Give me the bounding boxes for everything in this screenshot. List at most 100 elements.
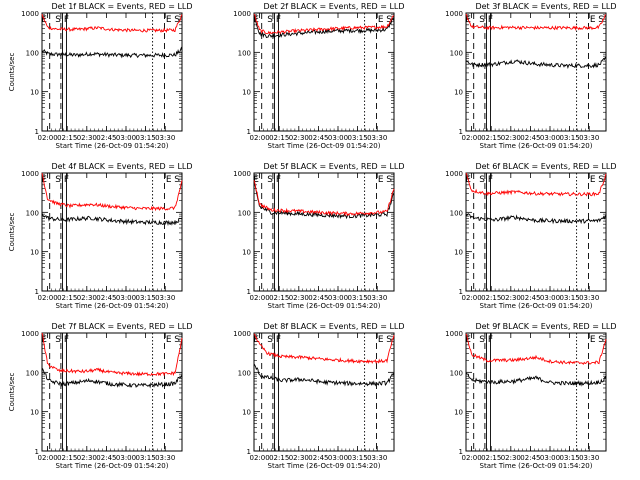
x-tick-label: 03:15 xyxy=(348,134,368,142)
x-tick-label: 02:45 xyxy=(308,134,328,142)
x-tick-label: 03:15 xyxy=(560,134,580,142)
x-tick-label: 03:00 xyxy=(328,134,348,142)
time-marker-label: S xyxy=(479,335,485,345)
x-tick-label: 02:15 xyxy=(269,454,289,462)
x-axis-label: Start Time (26-Oct-09 01:54:20) xyxy=(56,302,169,310)
x-tick-label: 02:45 xyxy=(520,454,540,462)
x-tick-label: 02:15 xyxy=(269,134,289,142)
time-marker-label: S xyxy=(174,175,180,185)
y-tick-label: 1000 xyxy=(445,10,463,18)
plot-frame xyxy=(253,332,395,452)
x-tick-label: 02:00 xyxy=(38,454,58,462)
panel-det-1: Det 1f BLACK = Events, RED = LLD 1 10 100 10… xyxy=(8,2,193,150)
y-tick-label: 10 xyxy=(454,89,463,97)
time-marker-label: F xyxy=(488,175,493,185)
panel-title: Det 6f BLACK = Events, RED = LLD xyxy=(475,162,616,171)
series-events-line xyxy=(253,363,395,387)
time-marker-label: S xyxy=(479,15,485,25)
time-marker-label: E xyxy=(253,335,259,345)
plot-frame xyxy=(41,172,183,292)
x-tick-label: 03:15 xyxy=(348,454,368,462)
x-axis-label: Start Time (26-Oct-09 01:54:20) xyxy=(480,302,593,310)
panel-det-8: Det 8f BLACK = Events, RED = LLD 1 10 100 10… xyxy=(233,322,404,470)
plot-frame xyxy=(253,12,395,132)
x-tick-label: 02:00 xyxy=(38,294,58,302)
x-tick-label: 03:30 xyxy=(579,294,599,302)
x-tick-label: 02:00 xyxy=(250,294,270,302)
time-marker-label: E xyxy=(378,15,384,25)
x-tick-label: 02:30 xyxy=(501,134,521,142)
x-tick-label: 03:30 xyxy=(155,454,175,462)
series-events-line xyxy=(465,213,607,225)
y-tick-label: 1 xyxy=(459,288,463,296)
series-events-line xyxy=(41,46,183,59)
time-marker-label: F xyxy=(64,175,69,185)
time-marker-label: S xyxy=(386,175,392,185)
time-marker-label: S xyxy=(598,175,604,185)
panel-det-5: Det 5f BLACK = Events, RED = LLD 1 10 100 10… xyxy=(233,162,404,310)
y-tick-label: 10 xyxy=(454,249,463,257)
y-tick-label: 100 xyxy=(450,209,463,217)
series-events-line xyxy=(41,368,183,389)
x-tick-label: 02:15 xyxy=(481,134,501,142)
y-tick-label: 1000 xyxy=(21,170,39,178)
time-marker-label: S xyxy=(174,335,180,345)
panel-title: Det 3f BLACK = Events, RED = LLD xyxy=(475,2,616,11)
time-marker-label: S xyxy=(267,15,273,25)
time-marker-label: S xyxy=(598,335,604,345)
time-marker-label: E xyxy=(41,175,47,185)
panel-det-7: Det 7f BLACK = Events, RED = LLD 1 10 100 10… xyxy=(8,322,193,470)
series-events-line xyxy=(465,57,606,69)
time-marker-label: S xyxy=(386,15,392,25)
plot-frame xyxy=(465,172,607,292)
x-tick-label: 02:45 xyxy=(520,134,540,142)
series-lld-line xyxy=(465,333,607,365)
x-tick-label: 03:30 xyxy=(155,134,175,142)
time-marker-label: E xyxy=(590,335,596,345)
x-tick-label: 03:00 xyxy=(540,454,560,462)
y-tick-label: 1 xyxy=(35,288,39,296)
y-tick-label: 10 xyxy=(454,409,463,417)
y-tick-label: 100 xyxy=(238,369,251,377)
time-marker-label: E xyxy=(166,335,172,345)
x-tick-label: 02:00 xyxy=(462,454,482,462)
x-tick-label: 02:15 xyxy=(269,294,289,302)
y-tick-label: 100 xyxy=(26,49,39,57)
y-tick-label: 1 xyxy=(247,288,251,296)
x-tick-label: 02:30 xyxy=(77,454,97,462)
series-events-line xyxy=(41,212,183,226)
x-tick-label: 02:15 xyxy=(57,134,77,142)
x-tick-label: 03:30 xyxy=(367,294,387,302)
plot-frame xyxy=(465,332,607,452)
panel-det-2: Det 2f BLACK = Events, RED = LLD 1 10 100 10… xyxy=(233,2,404,150)
time-marker-label: E xyxy=(590,15,596,25)
y-axis-label: Counts/sec xyxy=(8,373,16,412)
time-marker-label: E xyxy=(166,175,172,185)
y-tick-label: 10 xyxy=(30,249,39,257)
x-tick-label: 02:15 xyxy=(481,454,501,462)
x-tick-label: 02:45 xyxy=(308,454,328,462)
plot-frame xyxy=(41,12,183,132)
y-tick-label: 100 xyxy=(450,49,463,57)
x-tick-label: 02:45 xyxy=(520,294,540,302)
x-tick-label: 03:15 xyxy=(348,294,368,302)
x-tick-label: 03:00 xyxy=(116,134,136,142)
y-tick-label: 1000 xyxy=(233,170,251,178)
x-tick-label: 02:30 xyxy=(77,134,97,142)
x-tick-label: 02:45 xyxy=(96,134,116,142)
series-lld-line xyxy=(41,173,183,212)
x-tick-label: 03:15 xyxy=(560,454,580,462)
x-tick-label: 03:00 xyxy=(540,294,560,302)
panel-det-6: Det 6f BLACK = Events, RED = LLD 1 10 100 10… xyxy=(445,162,616,310)
y-tick-label: 10 xyxy=(242,249,251,257)
y-tick-label: 100 xyxy=(26,369,39,377)
time-marker-label: S xyxy=(267,335,273,345)
x-tick-label: 02:15 xyxy=(57,294,77,302)
time-marker-label: F xyxy=(276,175,281,185)
y-tick-label: 1000 xyxy=(21,10,39,18)
y-tick-label: 100 xyxy=(238,209,251,217)
panel-title: Det 4f BLACK = Events, RED = LLD xyxy=(51,162,192,171)
y-tick-label: 1 xyxy=(35,128,39,136)
x-tick-label: 02:00 xyxy=(250,454,270,462)
